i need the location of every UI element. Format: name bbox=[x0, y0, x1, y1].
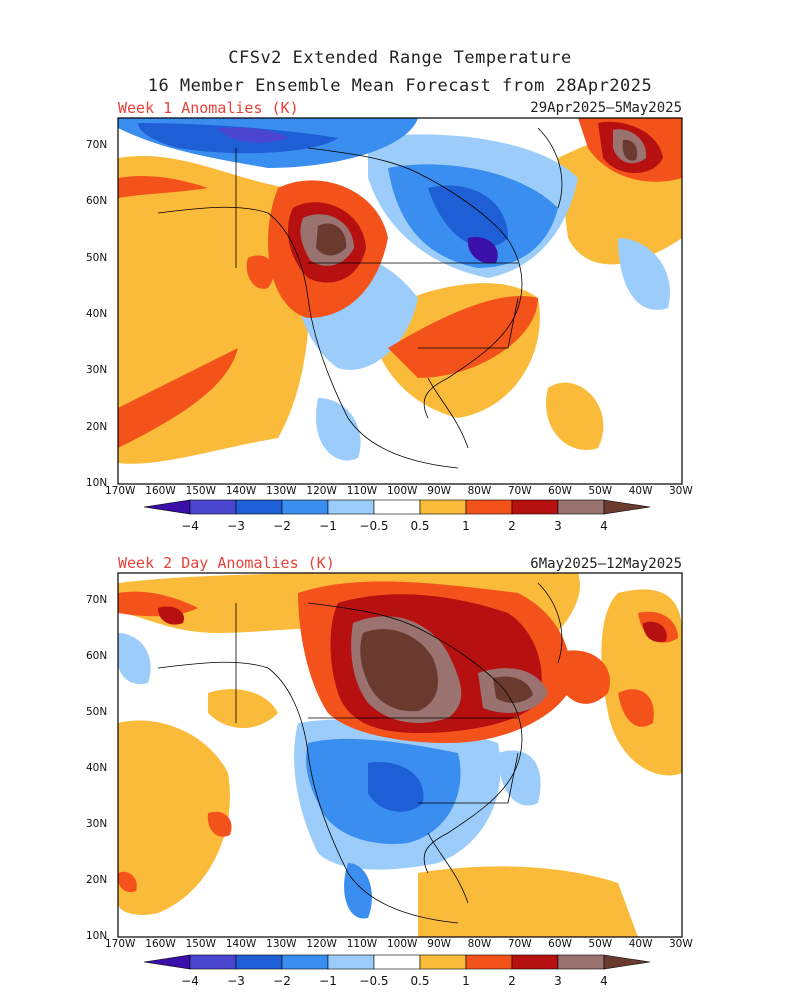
lon-tick-label: 110W bbox=[346, 938, 378, 950]
colorbar-segment bbox=[189, 499, 237, 515]
lat-tick-label: 70N bbox=[86, 139, 108, 151]
colorbar-segment bbox=[511, 954, 559, 970]
panel-2-label: Week 2 Day Anomalies (K) bbox=[118, 554, 335, 572]
colorbar-segment bbox=[511, 499, 559, 515]
lon-tick-label: 50W bbox=[588, 938, 613, 950]
lon-tick-label: 130W bbox=[266, 938, 297, 950]
colorbar-tick-label: −1 bbox=[319, 519, 337, 533]
colorbar-segment bbox=[235, 499, 283, 515]
lat-tick-label: 20N bbox=[86, 420, 108, 433]
colorbar-segment bbox=[143, 499, 191, 515]
colorbar-segment bbox=[603, 499, 651, 515]
lon-tick-label: 30W bbox=[669, 938, 693, 950]
lat-tick-label: 10N bbox=[86, 477, 108, 489]
colorbar-tick-label: 4 bbox=[600, 519, 608, 533]
lat-tick-label: 50N bbox=[86, 706, 108, 718]
lon-tick-label: 160W bbox=[145, 485, 176, 497]
lon-tick-label: 170W bbox=[105, 938, 136, 950]
lon-tick-label: 100W bbox=[387, 485, 418, 497]
colorbar-tick-label: 3 bbox=[554, 519, 562, 533]
lon-tick-label: 80W bbox=[467, 485, 492, 497]
colorbar-tick-label: 1 bbox=[462, 519, 470, 533]
lon-tick-label: 60W bbox=[548, 938, 572, 950]
lon-tick-label: 30W bbox=[669, 485, 693, 497]
colorbar-segment bbox=[143, 954, 191, 970]
colorbar-segment bbox=[327, 499, 375, 515]
lon-tick-label: 130W bbox=[266, 485, 297, 497]
colorbar-tick-label: −3 bbox=[227, 519, 245, 533]
colorbar-segment bbox=[465, 499, 513, 515]
lon-tick-label: 70W bbox=[507, 938, 532, 950]
lon-tick-label: 140W bbox=[225, 485, 257, 497]
lat-tick-label: 70N bbox=[86, 594, 108, 606]
colorbar-tick-label: 4 bbox=[600, 974, 608, 988]
week-1-anomaly-map bbox=[117, 117, 683, 485]
lon-tick-label: 110W bbox=[346, 485, 378, 497]
colorbar-segment bbox=[557, 954, 605, 970]
lon-tick-label: 60W bbox=[548, 485, 572, 497]
week-2-anomaly-map bbox=[117, 572, 683, 938]
colorbar-tick-label: −0.5 bbox=[359, 519, 388, 533]
lat-tick-label: 40N bbox=[86, 762, 108, 774]
colorbar-tick-label: −2 bbox=[273, 974, 291, 988]
lat-tick-label: 40N bbox=[86, 308, 108, 320]
lon-tick-label: 120W bbox=[306, 938, 337, 950]
colorbar-segment bbox=[281, 954, 329, 970]
lon-tick-label: 160W bbox=[145, 938, 176, 950]
lat-tick-label: 10N bbox=[86, 930, 108, 942]
lon-tick-label: 40W bbox=[628, 938, 653, 950]
colorbar-tick-label: −3 bbox=[227, 974, 245, 988]
colorbar-tick-label: −1 bbox=[319, 974, 337, 988]
colorbar-segment bbox=[603, 954, 651, 970]
colorbar-segment bbox=[373, 954, 421, 970]
lon-tick-label: 150W bbox=[185, 938, 216, 950]
colorbar-week-1: −4 −3 −2 −1 −0.5 0.5 1 2 3 4 bbox=[143, 499, 651, 533]
lon-tick-label: 150W bbox=[185, 485, 216, 497]
lon-tick-label: 40W bbox=[628, 485, 653, 497]
colorbar-week-2: −4 −3 −2 −1 −0.5 0.5 1 2 3 4 bbox=[143, 954, 651, 988]
colorbar-segment bbox=[465, 954, 513, 970]
lat-tick-label: 60N bbox=[86, 195, 108, 208]
colorbar-tick-label: 2 bbox=[508, 519, 516, 533]
lat-tick-label: 50N bbox=[86, 251, 108, 264]
lon-tick-label: 70W bbox=[507, 485, 532, 497]
panel-1-label: Week 1 Anomalies (K) bbox=[118, 99, 299, 117]
colorbar-segment bbox=[189, 954, 237, 970]
colorbar-tick-label: −0.5 bbox=[359, 974, 388, 988]
lat-tick-label: 30N bbox=[86, 818, 108, 830]
lon-tick-label: 90W bbox=[427, 938, 452, 950]
panel-2-dates: 6May2025–12May2025 bbox=[530, 556, 682, 572]
lon-tick-label: 80W bbox=[467, 938, 492, 950]
colorbar-segment bbox=[557, 499, 605, 515]
lat-tick-label: 30N bbox=[86, 364, 108, 377]
lon-tick-label: 170W bbox=[105, 485, 136, 497]
colorbar-segment bbox=[419, 499, 467, 515]
panel-1-dates: 29Apr2025–5May2025 bbox=[530, 100, 682, 116]
lon-tick-label: 50W bbox=[588, 485, 613, 497]
colorbar-tick-label: 0.5 bbox=[410, 974, 429, 988]
colorbar-segment bbox=[281, 499, 329, 515]
chart-title-line-1: CFSv2 Extended Range Temperature bbox=[228, 48, 572, 68]
colorbar-tick-label: 2 bbox=[508, 974, 516, 988]
colorbar-segment bbox=[373, 499, 421, 515]
colorbar-tick-label: 1 bbox=[462, 974, 470, 988]
chart-title-line-2: 16 Member Ensemble Mean Forecast from 28… bbox=[147, 76, 653, 96]
colorbar-tick-label: −4 bbox=[181, 519, 199, 533]
colorbar-tick-label: −4 bbox=[181, 974, 199, 988]
lat-tick-label: 60N bbox=[86, 650, 108, 662]
lon-tick-label: 90W bbox=[427, 485, 452, 497]
colorbar-segment bbox=[419, 954, 467, 970]
colorbar-tick-label: 0.5 bbox=[410, 519, 429, 533]
lon-tick-label: 100W bbox=[387, 938, 418, 950]
colorbar-tick-label: 3 bbox=[554, 974, 562, 988]
colorbar-segment bbox=[327, 954, 375, 970]
lon-tick-label: 120W bbox=[306, 485, 337, 497]
colorbar-segment bbox=[235, 954, 283, 970]
colorbar-tick-label: −2 bbox=[273, 519, 291, 533]
lon-tick-label: 140W bbox=[225, 938, 257, 950]
lat-tick-label: 20N bbox=[86, 874, 108, 886]
